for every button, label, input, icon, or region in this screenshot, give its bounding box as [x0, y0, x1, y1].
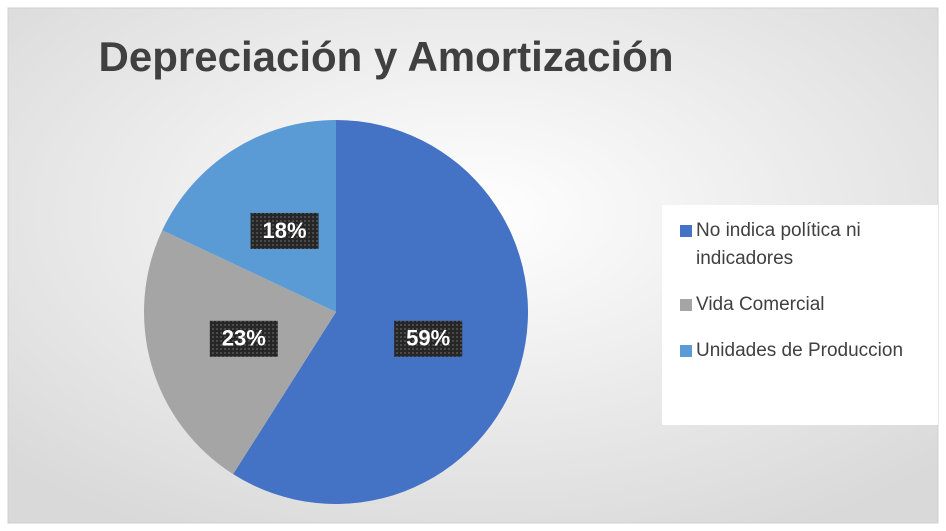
legend-entry: Unidades de Produccion	[680, 337, 928, 365]
data-label: 59%	[406, 326, 450, 351]
chart-title: Depreciación y Amortización	[99, 33, 674, 80]
legend-entry: Vida Comercial	[680, 291, 928, 319]
legend-label: No indica política ni indicadores	[696, 220, 861, 269]
data-label: 23%	[222, 326, 266, 351]
data-label: 18%	[263, 218, 307, 243]
legend-swatch	[680, 299, 692, 311]
legend-swatch	[680, 225, 692, 237]
pie-slice	[233, 120, 528, 504]
legend-entry: No indica política ni indicadores	[680, 217, 928, 273]
legend-swatch	[680, 345, 692, 357]
data-label-box	[250, 212, 319, 249]
data-label-box	[209, 320, 278, 357]
legend-label: Unidades de Produccion	[696, 340, 904, 361]
legend-label: Vida Comercial	[696, 294, 825, 315]
legend: No indica política ni indicadores Vida Co…	[662, 205, 938, 425]
pie-slice	[162, 120, 336, 312]
data-label-box	[394, 320, 463, 357]
